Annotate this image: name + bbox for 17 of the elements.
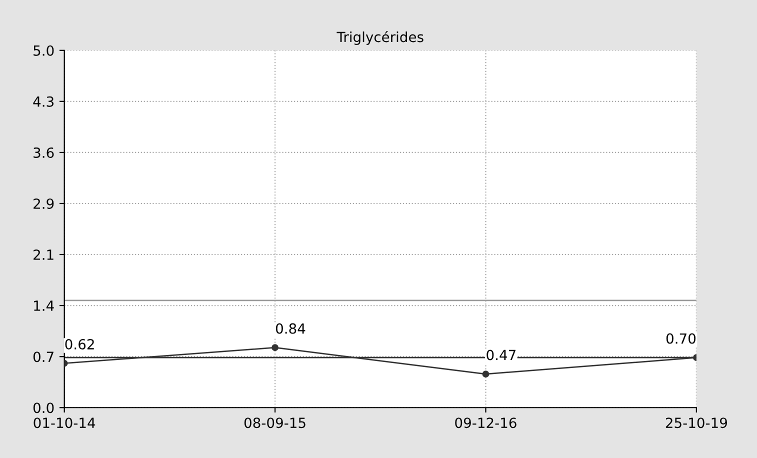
y-tick-label: 2.1 [34, 249, 54, 260]
x-tick-label: 01-10-14 [34, 418, 96, 428]
y-tick-label: 5.0 [34, 45, 54, 56]
y-tick-label: 3.6 [34, 147, 54, 158]
y-tick-label: 4.3 [33, 96, 54, 107]
y-tick-label: 0.0 [33, 402, 54, 414]
chart-title: Triglycérides [336, 30, 424, 45]
y-tick-label: 0.7 [33, 352, 54, 362]
y-tick-label: 2.9 [34, 198, 54, 209]
data-label: 0.47 [486, 350, 516, 360]
y-tick-label: 1.4 [34, 300, 54, 311]
x-tick-label: 08-09-15 [244, 418, 306, 428]
x-tick-label: 09-12-16 [455, 418, 516, 428]
data-label: 0.84 [276, 323, 306, 334]
data-label: 0.70 [666, 333, 696, 344]
x-tick-label: 25-10-19 [666, 418, 727, 428]
data-label: 0.62 [65, 339, 94, 350]
